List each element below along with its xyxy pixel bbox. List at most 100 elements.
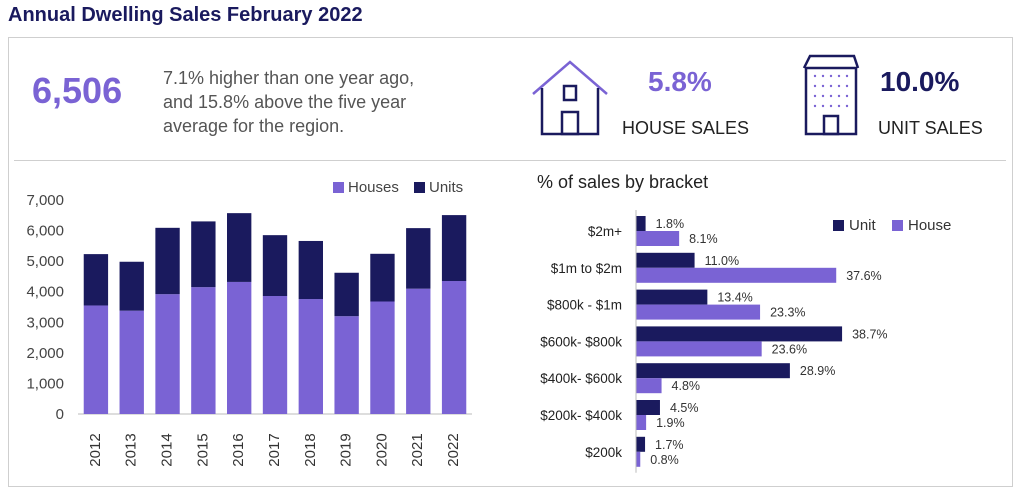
x-tick-label: 2019 <box>338 433 355 466</box>
y-tick-label: 4,000 <box>26 284 64 301</box>
x-tick-label: 2020 <box>373 433 390 466</box>
bracket-label: $2m+ <box>588 224 622 239</box>
window-dot <box>837 84 841 88</box>
bar-units-2012 <box>83 254 109 306</box>
bar-unit <box>636 216 646 231</box>
window-dot <box>813 94 817 98</box>
bar-house <box>636 451 641 467</box>
bar-units-2019 <box>334 272 359 317</box>
bar-house <box>636 378 662 394</box>
bar-units-2022 <box>441 215 467 282</box>
sales-summary: 7.1% higher than one year ago, and 15.8%… <box>163 66 483 138</box>
bar-house <box>636 267 837 283</box>
bar-houses-2021 <box>406 288 431 414</box>
window-dot <box>813 104 817 108</box>
y-tick-label: 2,000 <box>26 345 64 362</box>
bar-house <box>636 341 762 357</box>
bar-units-2015 <box>191 221 216 288</box>
window-dot <box>837 74 841 78</box>
data-label-house: 4.8% <box>672 379 701 393</box>
x-tick-label: 2015 <box>194 433 211 466</box>
window-dot <box>821 74 825 78</box>
data-label-unit: 1.8% <box>656 217 685 231</box>
bracket-label: $200k <box>585 445 622 460</box>
legend-swatch-houses <box>333 182 344 193</box>
window-dot <box>829 94 833 98</box>
data-label-house: 1.9% <box>656 416 685 430</box>
y-tick-label: 6,000 <box>26 223 64 240</box>
bar-unit <box>636 400 660 415</box>
data-label-unit: 4.5% <box>670 401 699 415</box>
data-label-unit: 28.9% <box>800 364 835 378</box>
summary-line-1: 7.1% higher than one year ago, <box>163 68 415 88</box>
data-label-unit: 13.4% <box>717 291 752 305</box>
bracket-label: $200k- $400k <box>540 408 622 423</box>
bracket-label: $400k- $600k <box>540 371 622 386</box>
bar-unit <box>636 289 708 305</box>
bar-units-2018 <box>298 240 323 300</box>
bar-house <box>636 304 761 320</box>
bar-houses-2018 <box>298 299 323 414</box>
window-dot <box>837 104 841 108</box>
unit-sales-value: 10.0% <box>880 66 960 97</box>
data-label-house: 8.1% <box>689 232 718 246</box>
window-dot <box>845 84 849 88</box>
data-label-house: 37.6% <box>846 269 881 283</box>
y-tick-label: 5,000 <box>26 253 64 270</box>
data-label-unit: 1.7% <box>655 438 684 452</box>
x-tick-label: 2018 <box>302 433 319 466</box>
y-tick-label: 7,000 <box>26 192 64 209</box>
bar-houses-2014 <box>155 294 180 414</box>
legend-label-houses: Houses <box>348 179 399 196</box>
legend-label-units: Units <box>429 179 463 196</box>
bar-units-2020 <box>370 253 395 302</box>
bar-houses-2012 <box>83 305 109 414</box>
window-dot <box>845 104 849 108</box>
window-dot <box>821 84 825 88</box>
bar-house <box>636 415 647 430</box>
bar-houses-2017 <box>262 295 288 414</box>
total-sales-value: 6,506 <box>32 70 123 111</box>
bracket-label: $1m to $2m <box>551 261 622 276</box>
bar-units-2014 <box>155 227 180 295</box>
window-dot <box>837 94 841 98</box>
y-tick-label: 1,000 <box>26 375 64 392</box>
bar-houses-2016 <box>227 281 252 414</box>
legend-label-house: House <box>908 217 951 234</box>
legend-swatch-units <box>414 182 425 193</box>
window-dot <box>813 74 817 78</box>
bar-units-2017 <box>262 235 288 296</box>
bar-unit <box>636 363 790 379</box>
bar-houses-2015 <box>191 287 216 414</box>
window-dot <box>813 84 817 88</box>
legend-label-unit: Unit <box>849 217 877 234</box>
annual-sales-stacked-chart: 0 1,000 2,000 3,000 4,000 5,000 6,000 7,000 2012… <box>26 179 472 467</box>
bracket-label: $800k - $1m <box>547 298 622 313</box>
x-tick-label: 2022 <box>445 433 462 466</box>
y-tick-label: 3,000 <box>26 314 64 331</box>
window-dot <box>829 104 833 108</box>
legend-swatch-unit <box>833 220 844 231</box>
data-label-unit: 11.0% <box>705 254 740 268</box>
bar-houses-2020 <box>370 301 395 414</box>
bar-units-2013 <box>119 261 144 311</box>
legend-swatch-house <box>892 220 903 231</box>
window-dot <box>821 94 825 98</box>
window-dot <box>845 94 849 98</box>
section-divider <box>14 160 1006 161</box>
bracket-bar-chart: % of sales by bracket $2m+ 1.8% 8.1% $1m to … <box>537 172 951 473</box>
house-sales-label: HOUSE SALES <box>622 118 750 138</box>
x-tick-label: 2013 <box>123 433 140 466</box>
house-icon <box>532 60 608 136</box>
bar-unit <box>636 436 646 452</box>
apartment-building-icon <box>802 54 860 136</box>
data-label-unit: 38.7% <box>852 327 887 341</box>
bar-houses-2013 <box>119 310 144 414</box>
dashboard-panel <box>8 37 1013 487</box>
page-title: Annual Dwelling Sales February 2022 <box>8 4 363 26</box>
house-sales-value: 5.8% <box>648 66 712 97</box>
unit-sales-label: UNIT SALES <box>878 118 983 138</box>
summary-line-2: and 15.8% above the five year <box>163 92 407 112</box>
bar-units-2021 <box>406 228 431 289</box>
summary-line-3: average for the region. <box>163 116 345 136</box>
